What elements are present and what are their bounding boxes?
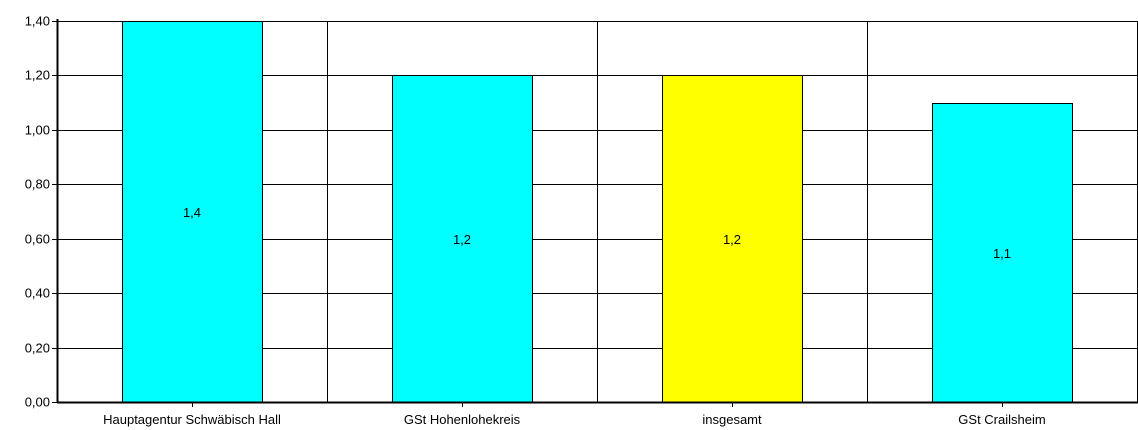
data-label: 1,4 bbox=[183, 205, 201, 220]
y-tick-label: 0,80 bbox=[25, 177, 50, 192]
label-layer: 0,00 0,20 0,40 0,60 0,80 1,00 1,20 1,40 1,4 Haupt… bbox=[25, 14, 1046, 428]
y-tick-label: 0,60 bbox=[25, 232, 50, 247]
x-category-label: insgesamt bbox=[702, 412, 762, 427]
axis-layer bbox=[52, 19, 1138, 407]
y-tick-label: 0,40 bbox=[25, 286, 50, 301]
data-label: 1,1 bbox=[993, 246, 1011, 261]
bar bbox=[662, 75, 803, 403]
y-tick-label: 1,40 bbox=[25, 14, 50, 29]
y-tick-label: 1,00 bbox=[25, 123, 50, 138]
bar-layer bbox=[122, 21, 1073, 403]
data-label: 1,2 bbox=[453, 232, 471, 247]
y-tick-label: 0,00 bbox=[25, 395, 50, 410]
bar bbox=[932, 103, 1073, 403]
y-tick-label: 0,20 bbox=[25, 341, 50, 356]
x-category-label: GSt Crailsheim bbox=[958, 412, 1045, 427]
bar bbox=[122, 21, 263, 403]
bar bbox=[392, 75, 533, 403]
y-tick-label: 1,20 bbox=[25, 68, 50, 83]
data-label: 1,2 bbox=[723, 232, 741, 247]
x-category-label: Hauptagentur Schwäbisch Hall bbox=[103, 412, 281, 427]
x-category-label: GSt Hohenlohekreis bbox=[404, 412, 521, 427]
